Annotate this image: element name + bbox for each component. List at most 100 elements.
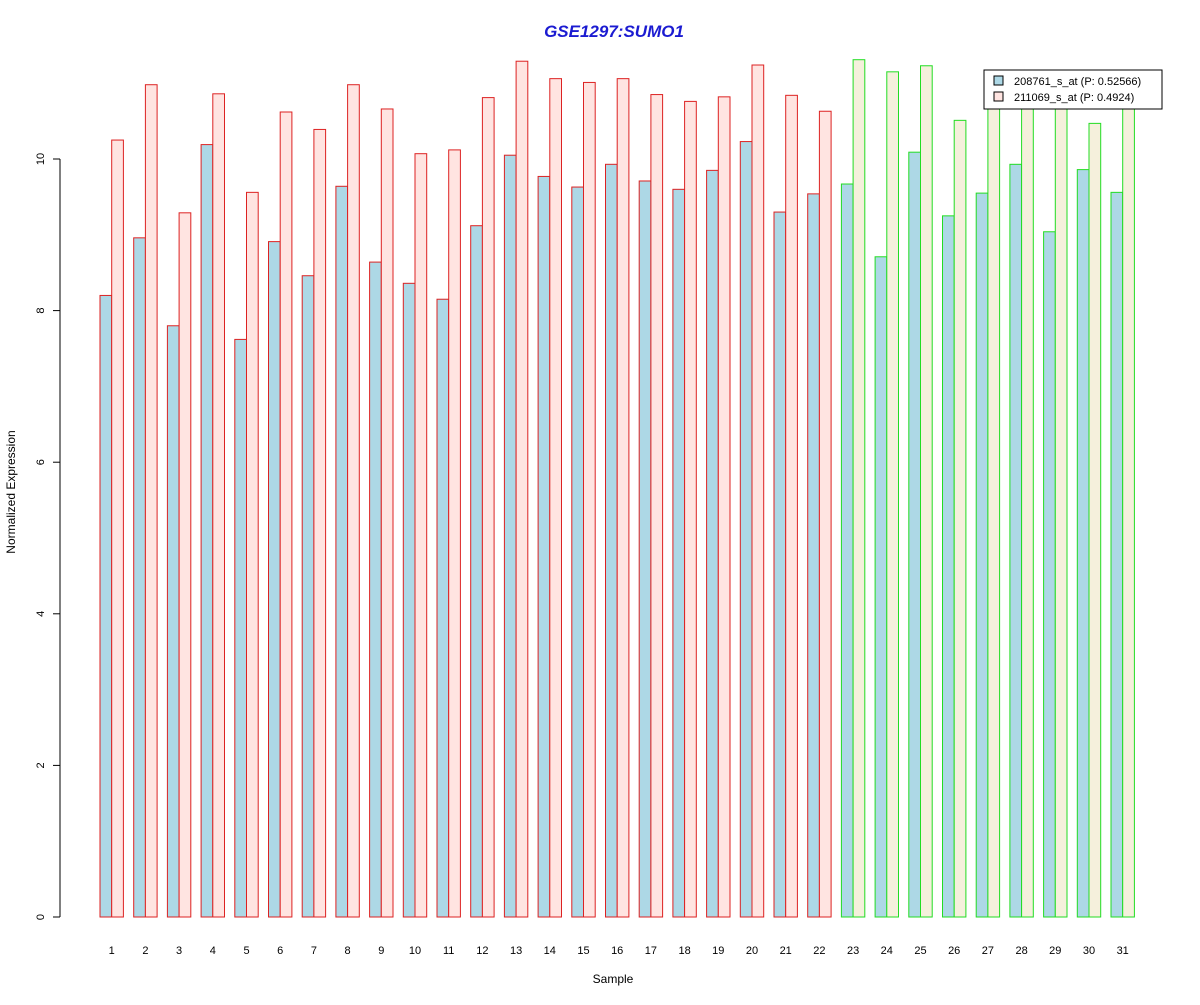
x-tick-label: 23 [847,945,859,957]
bar [268,241,281,918]
legend-box [983,69,1163,110]
bar [1122,86,1135,918]
bar [402,282,416,918]
chart-title: GSE1297:SUMO1 [544,22,684,41]
bar [1043,231,1056,918]
bar [1021,86,1034,918]
x-tick-label: 25 [914,945,926,957]
x-tick-label: 14 [544,945,556,957]
y-tick-label: 10 [35,153,47,165]
x-tick-label: 2 [142,945,148,957]
bar [470,225,483,918]
bar [583,81,596,918]
bar [481,97,495,918]
bar [133,237,146,918]
bar [1076,169,1090,918]
y-tick-label: 2 [35,762,47,768]
bar [975,192,989,918]
x-tick-label: 3 [176,945,182,957]
bar [549,78,562,918]
bar [605,163,618,918]
bar [279,111,293,918]
bar [571,186,584,918]
legend: 208761_s_at (P: 0.52566) 211069_s_at (P:… [983,69,1163,110]
bar [717,96,731,918]
bar [414,153,428,918]
x-tick-label: 31 [1117,945,1129,957]
x-tick-label: 21 [780,945,792,957]
x-tick-label: 13 [510,945,522,957]
bar [144,84,158,918]
x-tick-label: 19 [712,945,724,957]
y-axis-label: Normalized Expression [4,430,18,553]
bar [166,325,180,918]
bar [111,139,124,918]
legend-label: 211069_s_at (P: 0.4924) [1014,92,1134,104]
bar [920,65,933,918]
x-tick-label: 22 [813,945,825,957]
bar [785,94,798,918]
bars-group [99,59,1135,918]
x-tick-label: 8 [345,945,351,957]
bar [246,191,259,918]
bar [515,60,529,918]
bar [818,110,832,918]
x-tick-label: 10 [409,945,421,957]
x-tick-label: 5 [243,945,249,957]
bar [886,71,899,918]
legend-swatch [993,91,1004,102]
legend-swatch [993,75,1004,86]
bar [99,294,113,918]
y-tick-label: 6 [35,459,47,465]
x-tick-labels: 1 2 3 4 5 6 7 8 9 10 11 12 13 14 15 16 17 18 19 20 21 22 23 24 2… [109,945,1129,957]
bar [537,175,551,918]
x-tick-label: 12 [476,945,488,957]
bar [650,94,664,918]
y-tick-label: 4 [35,611,47,617]
bar [773,211,787,918]
bar [178,212,192,918]
x-tick-label: 16 [611,945,623,957]
bar [1009,163,1023,918]
x-tick-label: 26 [948,945,960,957]
bar [751,64,765,918]
bar [369,261,382,918]
bar [908,151,921,918]
bar [953,119,967,918]
x-tick-label: 15 [577,945,589,957]
legend-label: 208761_s_at (P: 0.52566) [1014,76,1141,88]
x-tick-label: 6 [277,945,283,957]
bar [672,188,686,918]
x-tick-label: 4 [210,945,216,957]
x-tick-label: 17 [645,945,657,957]
y-tick-label: 8 [35,308,47,314]
y-tick-label: 0 [35,914,47,920]
x-tick-label: 9 [378,945,384,957]
x-tick-label: 11 [443,945,454,957]
x-tick-label: 27 [982,945,994,957]
x-tick-label: 30 [1083,945,1095,957]
bar [436,298,450,918]
bar [335,185,349,918]
bar [1054,86,1068,918]
y-axis: 0 2 4 6 8 10 [35,153,61,920]
bar [616,78,630,918]
x-tick-label: 28 [1015,945,1027,957]
bar [684,100,697,918]
bar [840,183,854,918]
bar [448,149,461,918]
bar [200,144,214,918]
x-tick-label: 29 [1049,945,1061,957]
bar [301,275,315,918]
bar [380,108,394,918]
bar [739,141,753,918]
bar [347,84,360,918]
x-tick-label: 24 [881,945,893,957]
bar [706,169,719,918]
x-axis-label: Sample [593,972,634,986]
bar [313,128,327,918]
bar [503,154,517,918]
x-tick-label: 7 [311,945,317,957]
